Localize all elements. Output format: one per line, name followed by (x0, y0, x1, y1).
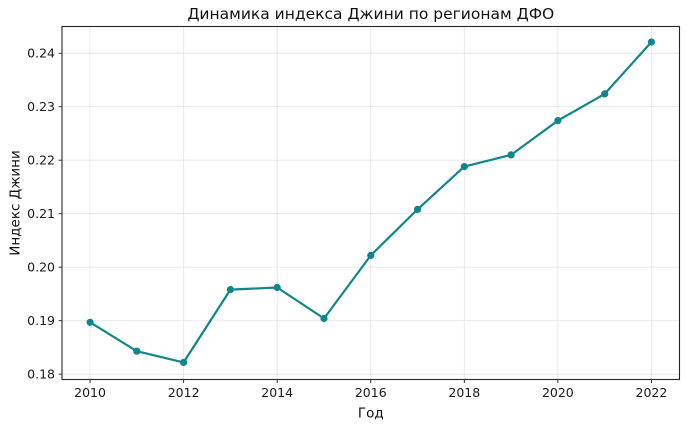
x-tick-label: 2010 (74, 385, 106, 400)
x-tick-label: 2020 (542, 385, 574, 400)
y-axis-ticks (58, 52, 62, 375)
y-gridlines (62, 52, 680, 375)
x-gridlines (89, 26, 652, 380)
y-tick-label: 0.23 (27, 99, 55, 114)
x-tick-label: 2016 (355, 385, 387, 400)
data-point-2019 (507, 151, 515, 159)
y-tick-labels: 0.18 0.19 0.20 0.21 0.22 0.23 0.24 (27, 46, 55, 382)
y-tick-label: 0.22 (27, 153, 55, 168)
data-point-2010 (86, 318, 94, 326)
y-tick-label: 0.18 (27, 366, 55, 381)
data-point-2021 (601, 90, 609, 98)
y-tick-label: 0.20 (27, 259, 55, 274)
x-tick-label: 2012 (168, 385, 200, 400)
x-tick-label: 2018 (448, 385, 480, 400)
y-axis-label: Индекс Джини (8, 150, 24, 256)
y-tick-label: 0.19 (27, 313, 55, 328)
x-tick-labels: 2010 2012 2014 2016 2018 2020 2022 (74, 385, 667, 400)
x-tick-label: 2014 (261, 385, 293, 400)
data-point-2012 (180, 358, 188, 366)
data-series (86, 38, 656, 366)
data-point-2011 (133, 347, 141, 355)
data-point-2020 (554, 117, 562, 125)
x-axis-ticks (89, 379, 652, 383)
y-tick-label: 0.24 (27, 46, 55, 61)
data-point-2018 (460, 163, 468, 171)
data-point-2022 (647, 38, 656, 46)
x-tick-label: 2022 (636, 385, 668, 400)
data-point-2015 (320, 314, 328, 323)
data-point-2014 (273, 283, 281, 292)
data-point-2016 (367, 251, 375, 259)
data-point-2017 (413, 205, 422, 213)
y-tick-label: 0.21 (27, 206, 55, 221)
chart-title: Динамика индекса Джини по регионам ДФО (187, 5, 554, 23)
x-axis-label: Год (358, 406, 384, 422)
data-point-2013 (226, 286, 234, 294)
